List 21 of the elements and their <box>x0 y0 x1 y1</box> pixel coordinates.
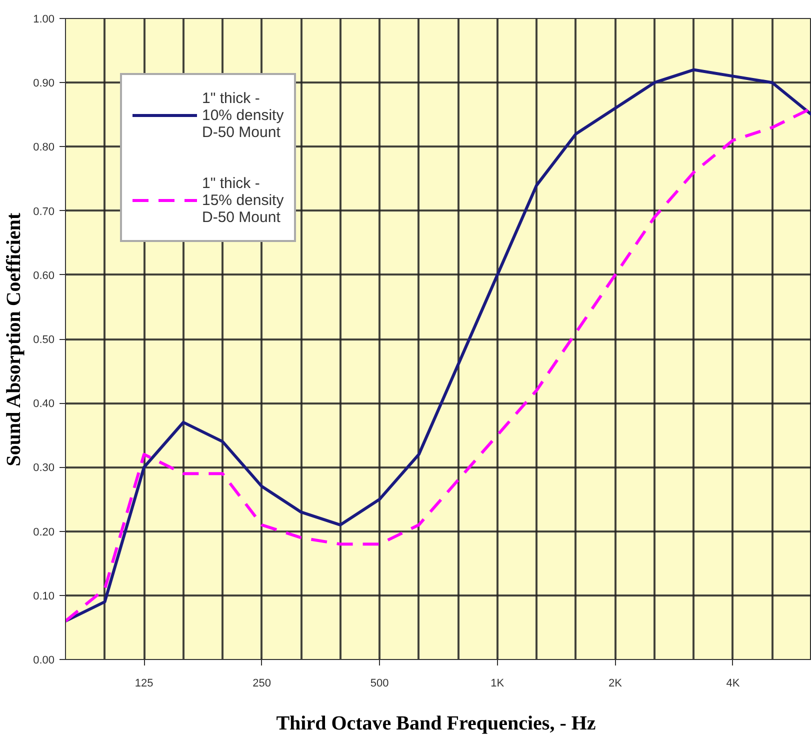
x-tick-label: 1K <box>490 678 505 690</box>
y-tick-label: 0.70 <box>33 206 55 218</box>
y-tick-label: 1.00 <box>33 14 55 26</box>
legend-label: 1" thick - 15% density D-50 Mount <box>202 174 284 228</box>
y-tick-label: 0.90 <box>33 78 55 90</box>
y-tick-label: 0.60 <box>33 270 55 282</box>
legend-label: 1" thick - 10% density D-50 Mount <box>202 88 284 142</box>
y-axis-title: Sound Absorption Coefficient <box>3 212 26 466</box>
x-tick-label: 125 <box>134 678 154 690</box>
x-axis-title: Third Octave Band Frequencies, - Hz <box>276 712 596 734</box>
y-tick-label: 0.30 <box>33 462 55 474</box>
x-tick-label: 4K <box>726 678 740 690</box>
y-tick-label: 0.20 <box>33 526 55 538</box>
y-tick-label: 0.80 <box>33 142 55 154</box>
x-tick-label: 2K <box>608 678 623 690</box>
y-tick-label: 0.40 <box>33 398 55 410</box>
y-tick-label: 0.00 <box>33 654 55 666</box>
x-tick-label: 500 <box>370 678 389 690</box>
x-tick-label: 250 <box>252 678 271 690</box>
y-tick-label: 0.50 <box>33 334 55 346</box>
y-tick-label: 0.10 <box>33 590 55 602</box>
